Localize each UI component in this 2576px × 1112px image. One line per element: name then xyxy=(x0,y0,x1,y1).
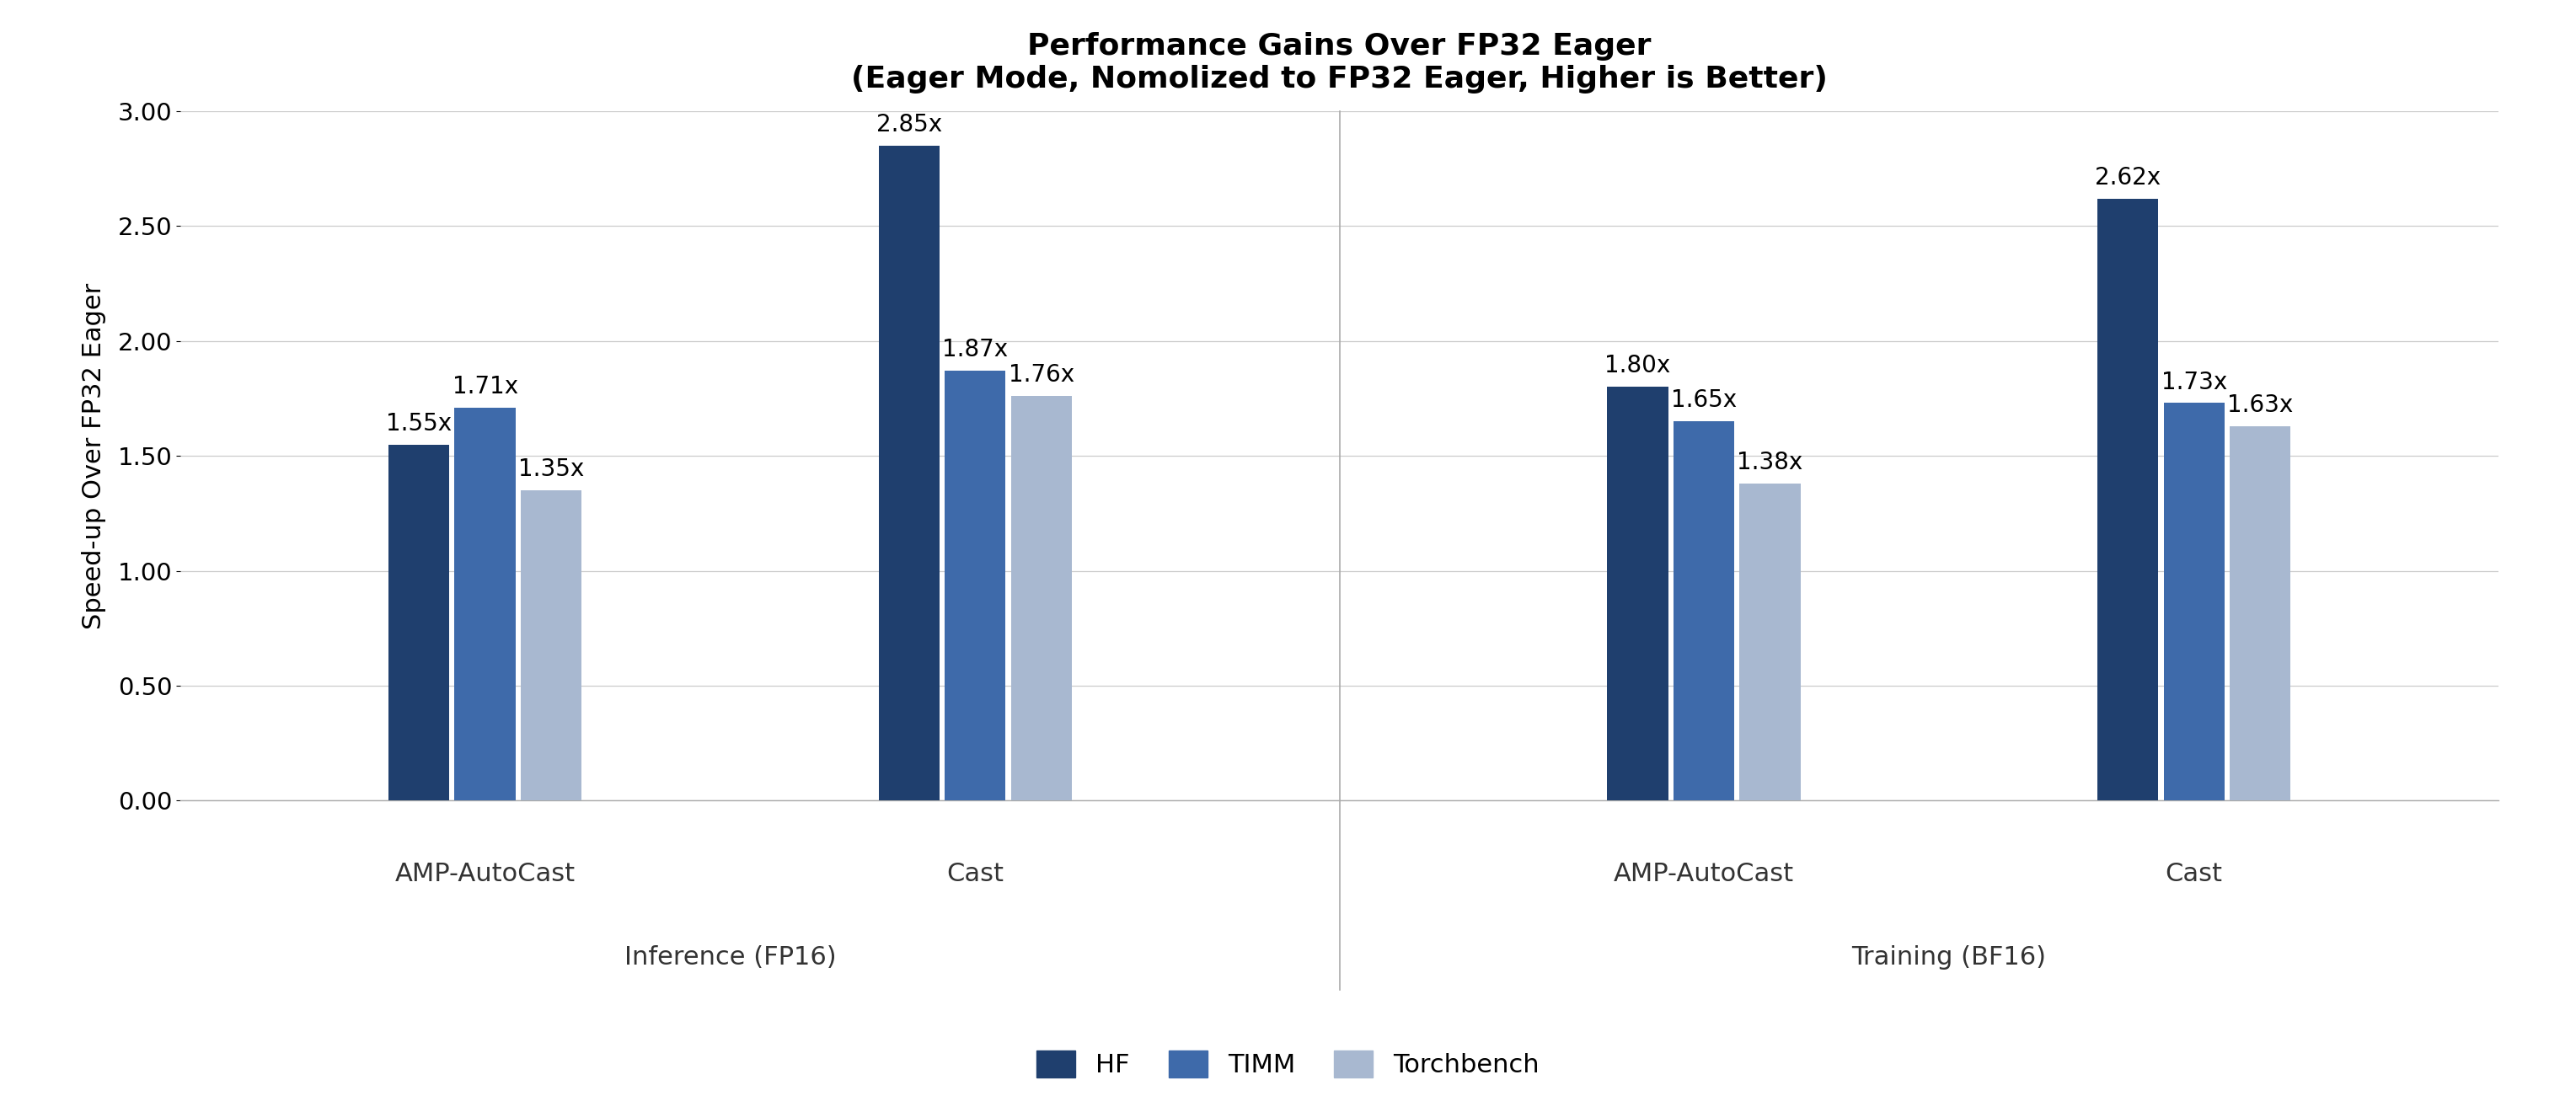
Bar xyxy=(453,408,515,801)
Legend: HF, TIMM, Torchbench: HF, TIMM, Torchbench xyxy=(1025,1041,1551,1088)
Bar xyxy=(389,445,448,801)
Text: 1.65x: 1.65x xyxy=(1672,389,1736,413)
Bar xyxy=(2164,403,2226,801)
Text: Inference (FP16): Inference (FP16) xyxy=(623,945,837,970)
Text: 1.73x: 1.73x xyxy=(2161,370,2228,394)
Text: 1.38x: 1.38x xyxy=(1736,450,1803,475)
Y-axis label: Speed-up Over FP32 Eager: Speed-up Over FP32 Eager xyxy=(82,282,106,629)
Bar xyxy=(1607,387,1669,801)
Text: 1.35x: 1.35x xyxy=(518,458,585,481)
Text: 1.76x: 1.76x xyxy=(1010,364,1074,387)
Bar xyxy=(1739,484,1801,801)
Bar xyxy=(2231,426,2290,801)
Text: 1.55x: 1.55x xyxy=(386,411,451,435)
Bar xyxy=(1674,421,1734,801)
Bar xyxy=(520,490,582,801)
Text: Training (BF16): Training (BF16) xyxy=(1852,945,2045,970)
Text: AMP-AutoCast: AMP-AutoCast xyxy=(1613,862,1793,886)
Text: 1.87x: 1.87x xyxy=(943,338,1007,361)
Text: Cast: Cast xyxy=(945,862,1005,886)
Text: Cast: Cast xyxy=(2166,862,2223,886)
Text: 2.85x: 2.85x xyxy=(876,113,943,137)
Text: AMP-AutoCast: AMP-AutoCast xyxy=(394,862,574,886)
Bar xyxy=(2097,199,2159,801)
Text: 1.71x: 1.71x xyxy=(453,375,518,398)
Title: Performance Gains Over FP32 Eager
(Eager Mode, Nomolized to FP32 Eager, Higher i: Performance Gains Over FP32 Eager (Eager… xyxy=(850,32,1829,93)
Text: 1.80x: 1.80x xyxy=(1605,355,1672,378)
Bar xyxy=(1010,396,1072,801)
Text: 2.62x: 2.62x xyxy=(2094,166,2161,189)
Text: 1.63x: 1.63x xyxy=(2228,394,2293,417)
Bar xyxy=(878,146,940,801)
Bar xyxy=(945,371,1005,801)
